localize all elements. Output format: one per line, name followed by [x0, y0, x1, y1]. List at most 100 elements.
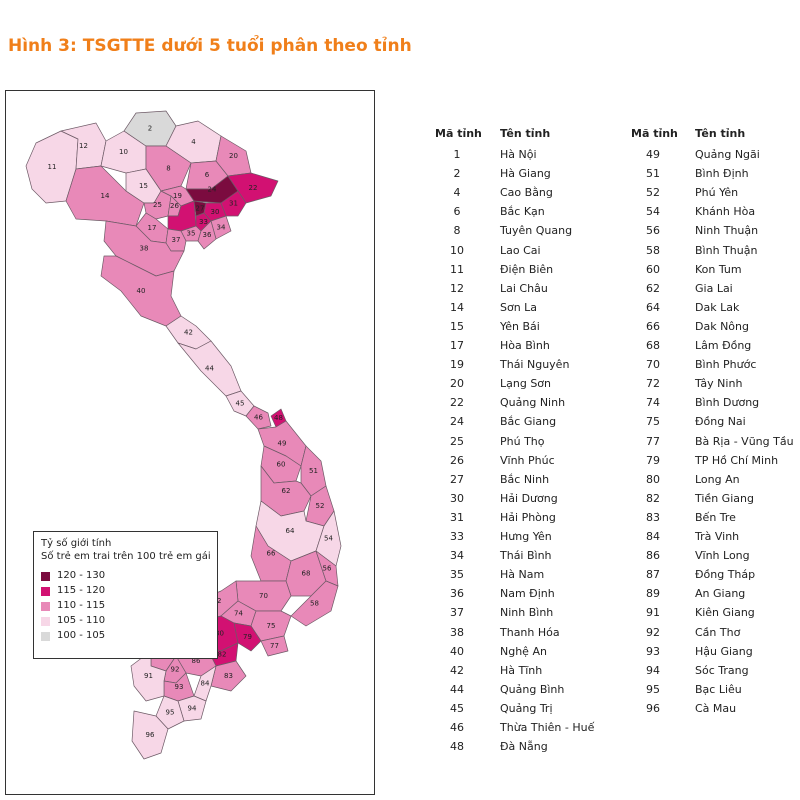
- name-column-header: Tên tỉnh: [695, 127, 746, 140]
- province-name: Ninh Thuận: [695, 224, 759, 238]
- province-code: 4: [453, 186, 461, 200]
- province-name: An Giang: [695, 587, 746, 601]
- province-code-label: 36: [203, 231, 212, 239]
- province-name: Quảng Trị: [500, 701, 553, 715]
- province-code-label: 79: [243, 633, 252, 641]
- province-name: Bình Định: [695, 167, 749, 181]
- legend-label: 120 - 130: [57, 569, 106, 581]
- province-name: Hà Nội: [500, 148, 537, 161]
- province-code-label: 95: [166, 709, 175, 717]
- legend-swatch: [41, 601, 50, 611]
- province-code-label: 17: [148, 224, 157, 232]
- province-code: 38: [450, 625, 464, 639]
- province-code-label: 31: [229, 200, 238, 208]
- province-code-label: 66: [267, 550, 276, 558]
- province-code: 1: [453, 148, 461, 161]
- province-code-label: 34: [217, 224, 226, 232]
- province-code: 58: [646, 243, 660, 257]
- province-code-label: 4: [191, 138, 196, 146]
- province-code-label: 40: [137, 287, 146, 295]
- province-name: Dak Nông: [695, 319, 749, 333]
- province-name: Kiên Giang: [695, 606, 755, 620]
- province-code: 82: [646, 491, 660, 505]
- province-code-label: 12: [79, 142, 88, 150]
- province-code-label: 60: [277, 461, 286, 469]
- province-code-label: 93: [175, 683, 184, 691]
- province-name: Sóc Trang: [695, 663, 749, 677]
- province-name: Quảng Ngãi: [695, 148, 760, 161]
- province-name: Bắc Giang: [500, 415, 557, 429]
- province-name: Long An: [695, 472, 740, 486]
- province-code-label: 22: [249, 184, 258, 192]
- province-name: Tuyên Quang: [500, 224, 573, 238]
- province-name: Trà Vinh: [695, 530, 740, 543]
- province-36: [197, 220, 217, 250]
- province-name: Điện Biên: [500, 262, 554, 276]
- province-name: Gia Lai: [695, 281, 733, 295]
- province-code-label: 64: [286, 527, 295, 535]
- province-code-label: 19: [173, 192, 182, 200]
- province-code: 75: [646, 415, 660, 429]
- code-column-header: Mã tỉnh: [631, 127, 678, 140]
- province-code: 27: [450, 472, 464, 486]
- map-legend: Tỷ số giới tính Số trẻ em trai trên 100 …: [33, 531, 218, 659]
- province-name: Bình Thuận: [695, 243, 758, 257]
- legend-swatch: [41, 586, 50, 596]
- legend-label: 100 - 105: [57, 629, 106, 641]
- province-name: Ninh Bình: [500, 606, 554, 620]
- legend-swatch: [41, 616, 50, 626]
- legend-row: 100 - 105: [41, 629, 210, 643]
- province-code-label: 46: [254, 414, 263, 422]
- province-code: 93: [646, 644, 660, 658]
- province-name: Dak Lak: [695, 300, 740, 314]
- province-code-label: 10: [119, 148, 128, 156]
- legend-row: 110 - 115: [41, 599, 210, 613]
- province-name: Cao Bằng: [500, 186, 553, 200]
- province-name: Đồng Nai: [695, 415, 746, 429]
- province-name: Bà Rịa - Vũng Tầu: [695, 434, 794, 448]
- province-code-label: 77: [270, 642, 279, 650]
- province-code: 40: [450, 644, 464, 658]
- province-code: 34: [450, 549, 464, 563]
- province-code: 86: [646, 549, 660, 563]
- province-44: [177, 340, 242, 397]
- province-40: [100, 255, 182, 327]
- province-name: Hà Giang: [500, 167, 551, 181]
- province-code-label: 33: [199, 218, 208, 226]
- province-code: 6: [453, 205, 461, 219]
- province-name: Kon Tum: [695, 262, 742, 276]
- province-name: Lâm Đồng: [695, 339, 752, 352]
- province-name: Phú Yên: [695, 186, 739, 200]
- province-name: Tây Ninh: [695, 377, 743, 391]
- legend-items: 120 - 130 115 - 120 110 - 115 105 - 110 100 …: [41, 569, 210, 643]
- province-name: Bạc Liêu: [695, 682, 742, 696]
- province-code: 22: [450, 396, 464, 410]
- province-code: 64: [646, 300, 660, 314]
- province-code: 70: [646, 358, 660, 372]
- province-name: Hưng Yên: [500, 530, 552, 543]
- province-name: Thừa Thiên - Huế: [500, 721, 595, 734]
- province-name: Đồng Tháp: [695, 568, 756, 582]
- legend-swatch: [41, 631, 50, 641]
- province-code-label: 27: [196, 205, 205, 213]
- province-code-label: 80: [215, 630, 224, 638]
- province-code: 83: [646, 510, 660, 524]
- province-code: 87: [646, 568, 660, 582]
- province-code: 20: [450, 377, 464, 391]
- province-code-label: 26: [170, 202, 179, 210]
- legend-title-line2: Số trẻ em trai trên 100 trẻ em gái: [41, 550, 211, 562]
- province-code: 44: [450, 682, 464, 696]
- province-name: Vĩnh Phúc: [500, 453, 555, 467]
- province-code: 77: [646, 434, 660, 448]
- province-84: [193, 665, 217, 702]
- province-name: Cần Thơ: [695, 625, 741, 639]
- province-name: Vĩnh Long: [695, 549, 750, 563]
- legend-row: 105 - 110: [41, 614, 210, 628]
- province-name: Thanh Hóa: [500, 625, 560, 639]
- province-code-label: 2: [148, 125, 152, 133]
- province-code: 8: [453, 224, 461, 238]
- province-code: 17: [450, 339, 464, 352]
- province-code: 92: [646, 625, 660, 639]
- province-code-label: 94: [188, 705, 197, 713]
- province-name: Hậu Giang: [695, 644, 753, 658]
